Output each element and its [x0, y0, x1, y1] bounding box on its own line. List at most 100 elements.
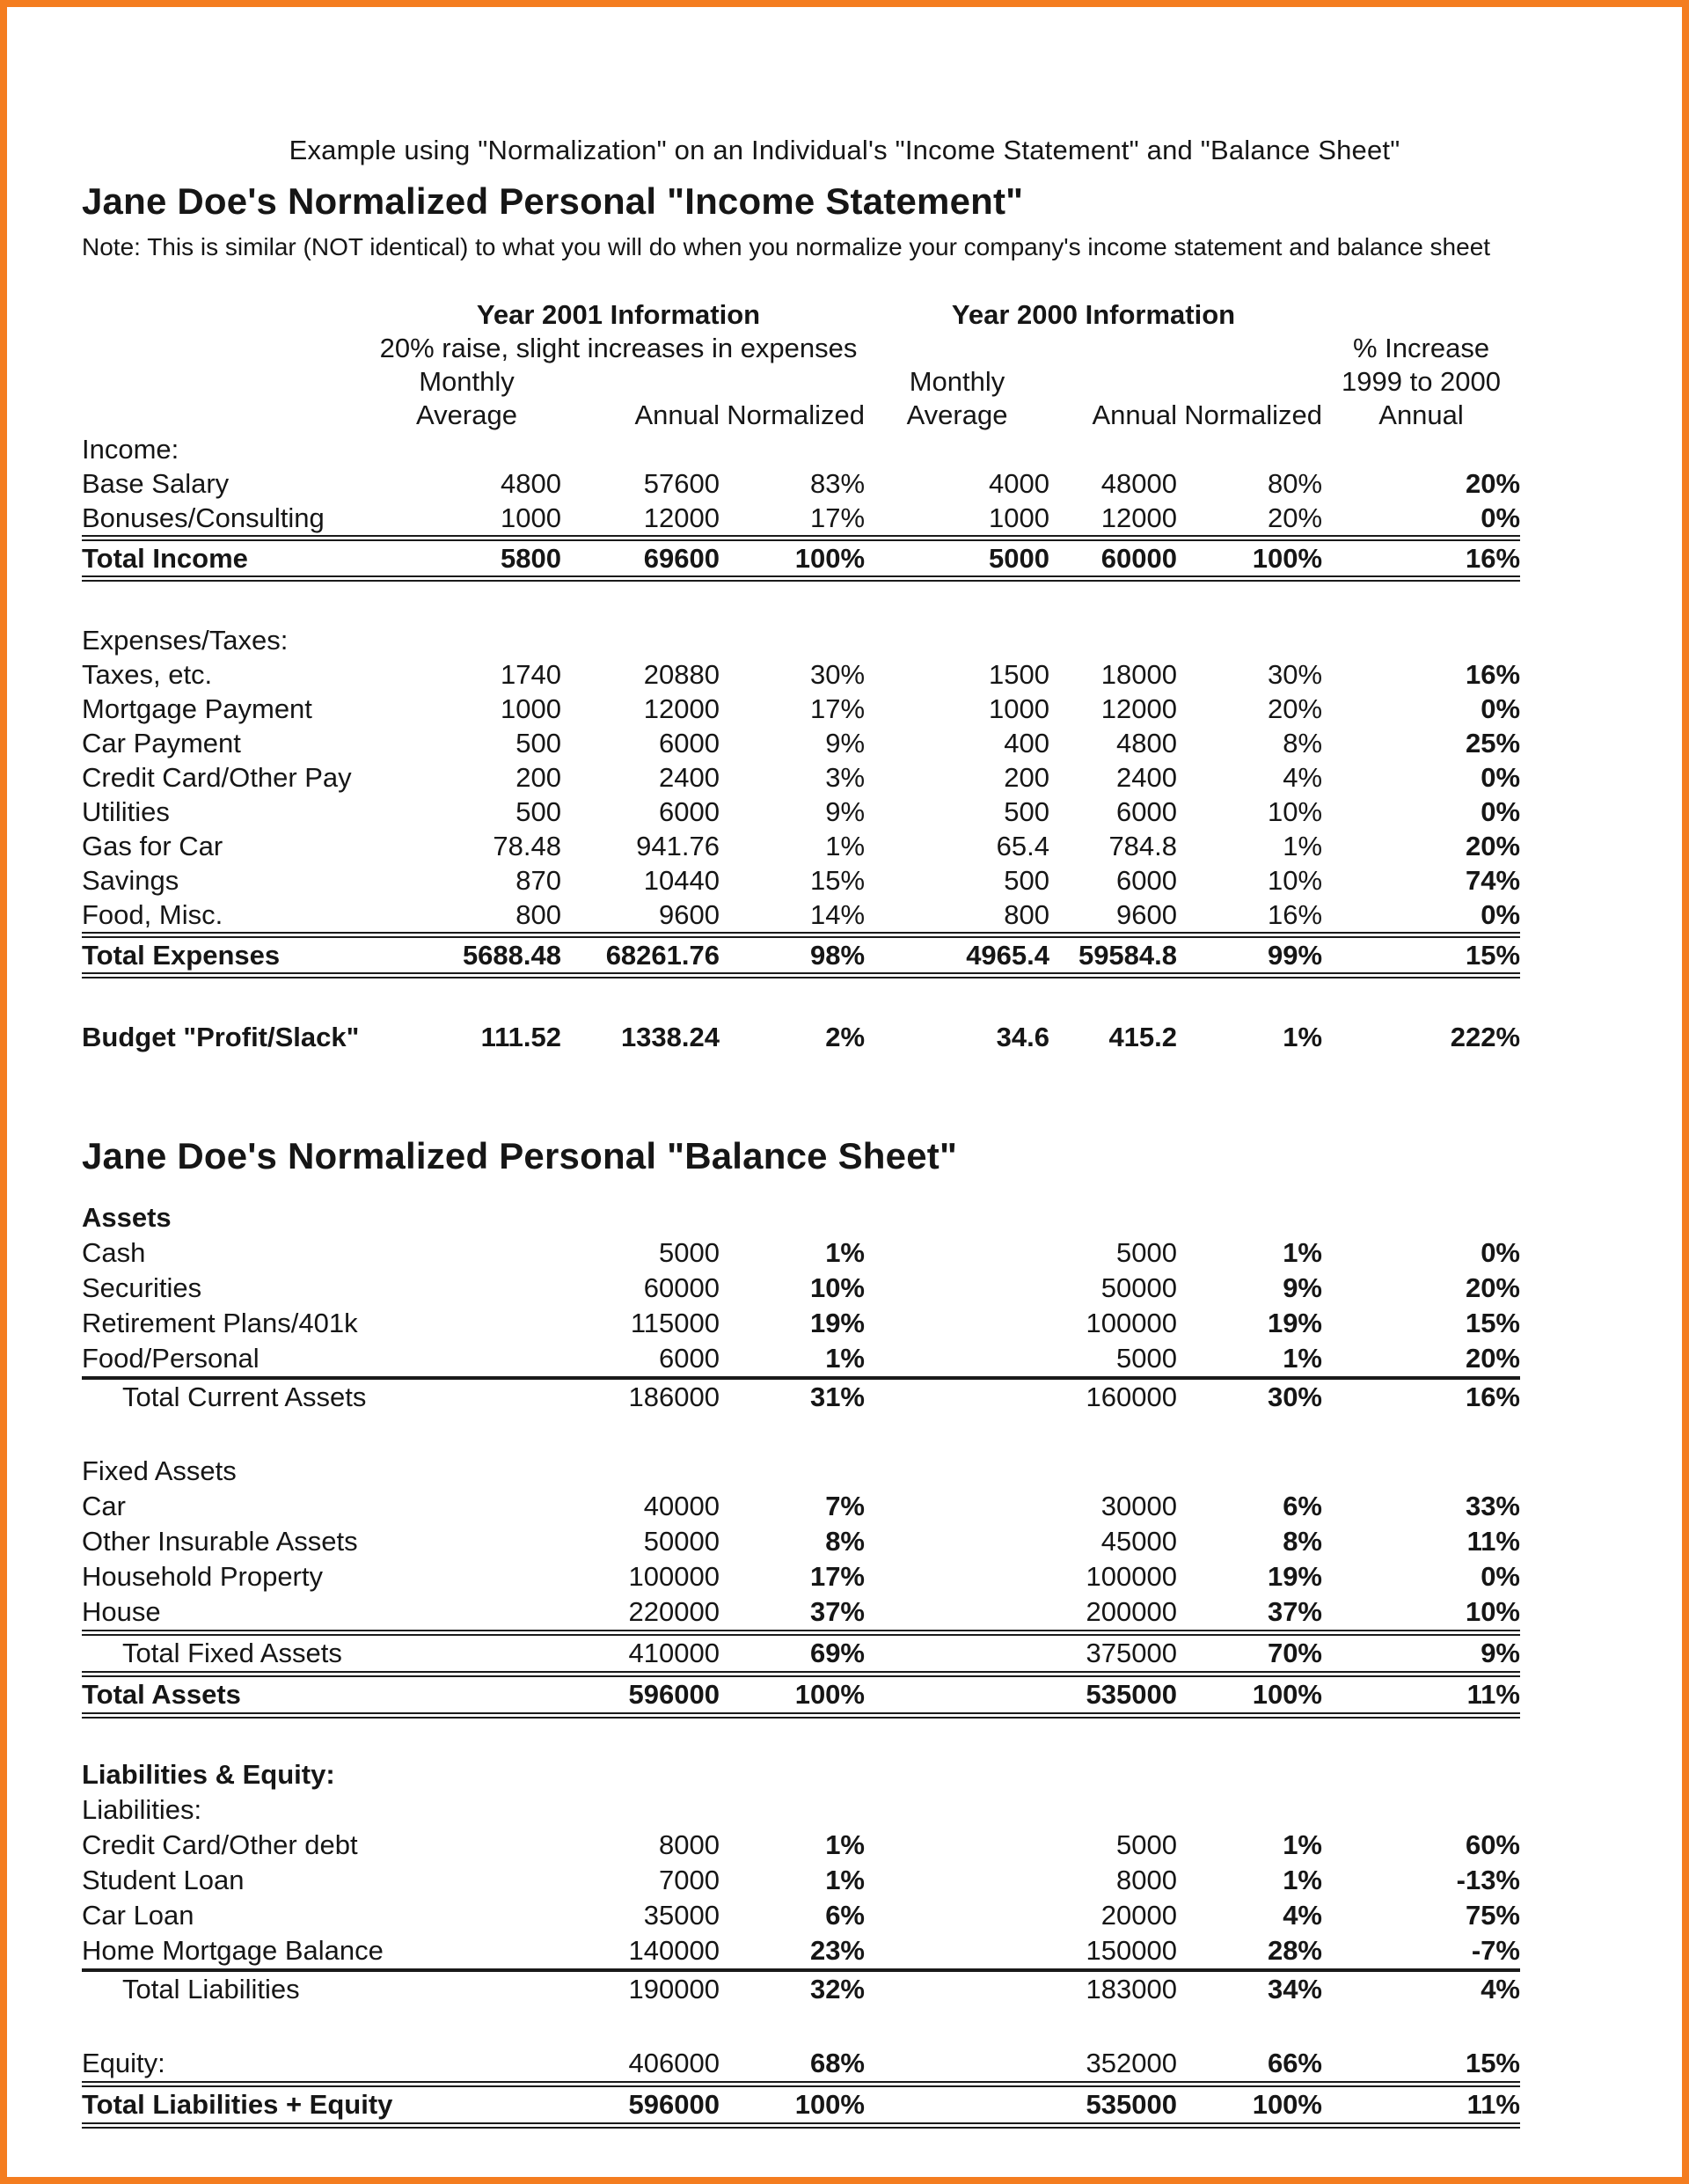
value-cell	[372, 432, 561, 466]
value-cell	[865, 1341, 1049, 1378]
header-blank	[1049, 365, 1177, 399]
value-cell: 870	[515, 864, 561, 896]
value-cell: 220000	[628, 1596, 720, 1627]
value-cell: 10%	[1267, 795, 1323, 827]
value-cell: 4800	[501, 467, 561, 499]
value-cell	[372, 1559, 561, 1594]
value-cell: 375000	[1049, 1630, 1177, 1677]
value-cell	[865, 1933, 1049, 1970]
value-cell: 1%	[825, 1829, 865, 1860]
value-cell: 5800	[372, 535, 561, 582]
value-cell: 800	[1004, 898, 1050, 930]
row-label: Total Income	[82, 535, 372, 582]
header-average-2000: Average	[906, 399, 1008, 430]
value-cell	[372, 2081, 561, 2129]
value-cell: 6000	[659, 727, 720, 759]
header-blank	[1177, 365, 1322, 399]
header-annual-2001: Annual	[634, 399, 720, 430]
value-cell: 20%	[1465, 1343, 1520, 1374]
value-cell: 50000	[1100, 1272, 1177, 1303]
header-row-monthly: Monthly Monthly 1999 to 2000	[82, 365, 1520, 399]
income-row: Mortgage Payment 1000 12000 17% 1000 12000 20%…	[82, 692, 1520, 726]
value-cell: 15%	[1465, 2048, 1520, 2078]
value-cell: 140000	[628, 1935, 720, 1966]
value-cell: 1740	[501, 658, 561, 690]
value-cell: 40000	[643, 1491, 720, 1521]
header-1999-to-2000: 1999 to 2000	[1342, 366, 1502, 397]
value-cell: 25%	[1465, 727, 1521, 759]
income-row: Taxes, etc. 1740 20880 30% 1500 18000 30% 16%	[82, 657, 1520, 692]
value-cell: 37%	[1267, 1596, 1322, 1627]
income-row: Food, Misc. 800 9600 14% 800 9600 16% 0%	[82, 898, 1520, 935]
value-cell	[865, 1200, 1049, 1235]
row-label: Bonuses/Consulting	[82, 502, 325, 533]
row-label: Securities	[82, 1272, 202, 1303]
value-cell: 12000	[643, 502, 720, 533]
row-label: Total Expenses	[82, 932, 372, 978]
value-cell: 6%	[825, 1900, 865, 1931]
income-row: Credit Card/Other Pay 200 2400 3% 200 2400 4% 0…	[82, 760, 1520, 795]
value-cell: 32%	[720, 1968, 865, 2007]
value-cell: 0%	[1481, 1561, 1520, 1592]
value-cell	[372, 623, 561, 657]
value-cell: 0%	[1481, 502, 1521, 533]
value-cell: 10%	[1465, 1596, 1520, 1627]
row-label: Total Liabilities	[82, 1968, 372, 2007]
header-normalized-2000: Normalized	[1184, 399, 1323, 430]
value-cell: 15%	[1322, 932, 1521, 978]
value-cell	[1177, 1757, 1322, 1792]
value-cell	[865, 2046, 1049, 2085]
income-row: Bonuses/Consulting 1000 12000 17% 1000 12000 2…	[82, 501, 1520, 539]
value-cell: 20%	[1465, 830, 1521, 861]
value-cell	[372, 1863, 561, 1898]
value-cell: 99%	[1177, 932, 1323, 978]
value-cell: 406000	[628, 2048, 720, 2078]
value-cell: 7%	[825, 1491, 865, 1521]
value-cell: 1%	[1283, 1829, 1322, 1860]
value-cell: 28%	[1267, 1935, 1322, 1966]
value-cell: 60000	[643, 1272, 720, 1303]
row-label: Total Fixed Assets	[82, 1630, 372, 1677]
value-cell: 30%	[1177, 1376, 1322, 1415]
header-blank	[865, 332, 1322, 365]
value-cell: 8000	[659, 1829, 720, 1860]
value-cell: 500	[1004, 795, 1050, 827]
spacer-cell	[82, 976, 1520, 1021]
row-label: Car Loan	[82, 1900, 194, 1931]
value-cell: 15%	[1465, 1308, 1520, 1338]
row-label: Mortgage Payment	[82, 693, 312, 724]
value-cell	[865, 1792, 1049, 1828]
header-row-columns: Average Annual Normalized Average Annual…	[82, 399, 1520, 432]
value-cell: 78.48	[493, 830, 561, 861]
value-cell: 9%	[825, 727, 866, 759]
row-label: Gas for Car	[82, 830, 223, 861]
value-cell: 12000	[1100, 693, 1178, 724]
header-year-2000: Year 2000 Information	[951, 299, 1236, 330]
value-cell	[1049, 623, 1177, 657]
value-cell: 17%	[809, 693, 866, 724]
value-cell	[865, 1306, 1049, 1341]
header-blank	[561, 365, 720, 399]
income-row: Income:	[82, 432, 1520, 466]
value-cell: 19%	[1267, 1561, 1322, 1592]
row-label: Assets	[82, 1202, 172, 1233]
value-cell: 200	[515, 761, 561, 793]
value-cell: 16%	[1322, 535, 1521, 582]
value-cell: 37%	[809, 1596, 865, 1627]
value-cell: -13%	[1456, 1865, 1520, 1895]
value-cell: 410000	[561, 1630, 720, 1677]
value-cell: 60000	[1049, 535, 1178, 582]
value-cell: 5000	[1116, 1343, 1177, 1374]
value-cell: 20%	[1267, 693, 1323, 724]
value-cell	[372, 1898, 561, 1933]
balance-row: Fixed Assets	[82, 1454, 1520, 1489]
spacer-row	[82, 579, 1520, 624]
value-cell: 31%	[720, 1376, 865, 1415]
row-label: Liabilities & Equity:	[82, 1759, 335, 1790]
value-cell: 23%	[809, 1935, 865, 1966]
header-row-groups: Year 2001 Information Year 2000 Informat…	[82, 298, 1520, 332]
row-label: Other Insurable Assets	[82, 1526, 358, 1557]
value-cell: 100000	[628, 1561, 720, 1592]
value-cell: 1000	[501, 693, 561, 724]
value-cell: 83%	[809, 467, 866, 499]
